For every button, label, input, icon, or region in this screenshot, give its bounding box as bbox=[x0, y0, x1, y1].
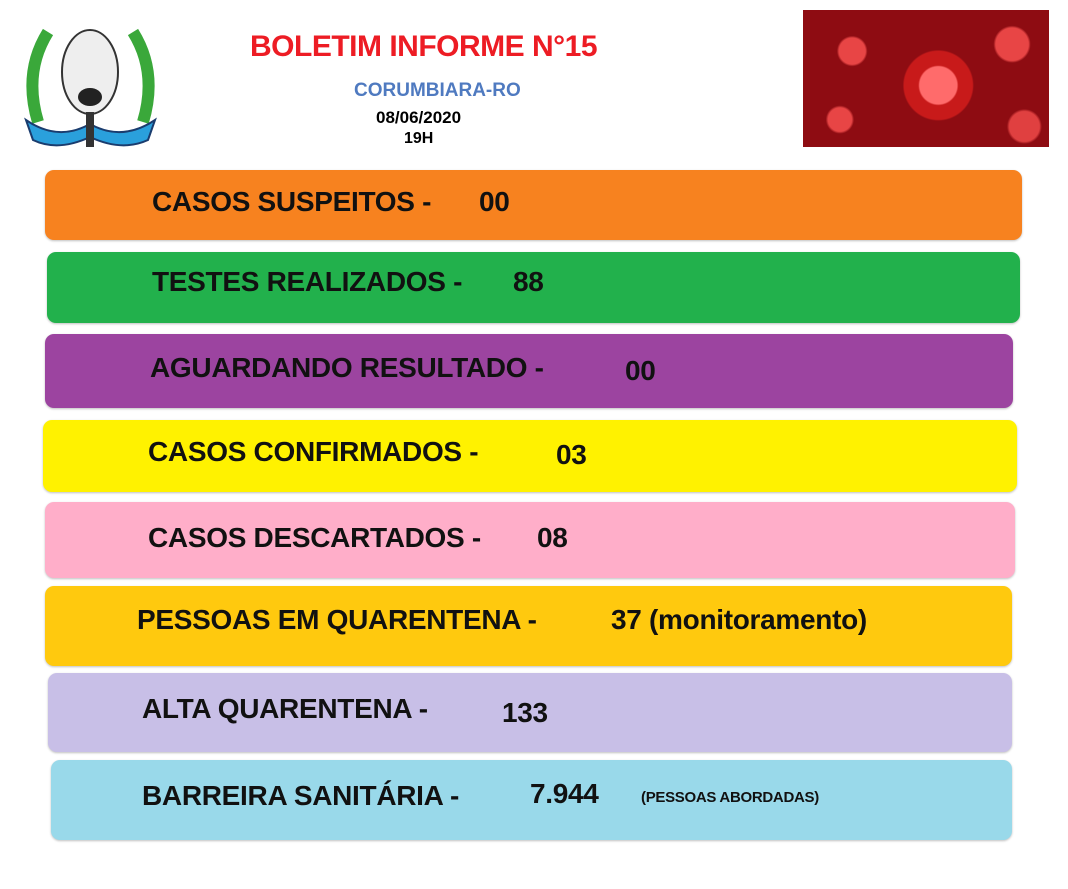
stat-confirmed-cases: CASOS CONFIRMADOS - 03 bbox=[43, 420, 1017, 492]
city-label: CORUMBIARA-RO bbox=[354, 80, 521, 101]
stat-label: ALTA QUARENTENA - bbox=[142, 693, 428, 724]
stat-value: 88 bbox=[513, 266, 544, 297]
stat-sanitary-barrier: BARREIRA SANITÁRIA - 7.944 (PESSOAS ABOR… bbox=[51, 760, 1012, 840]
stat-label: CASOS SUSPEITOS - bbox=[152, 186, 432, 217]
stat-label: TESTES REALIZADOS - bbox=[152, 266, 463, 297]
stat-awaiting-result: AGUARDANDO RESULTADO - 00 bbox=[45, 334, 1013, 408]
bulletin-title: BOLETIM INFORME N°15 bbox=[250, 30, 598, 63]
stat-label: CASOS CONFIRMADOS - bbox=[148, 436, 479, 467]
stat-label: CASOS DESCARTADOS - bbox=[148, 522, 481, 553]
stat-label: PESSOAS EM QUARENTENA - bbox=[137, 604, 537, 635]
stat-tests-performed: TESTES REALIZADOS - 88 bbox=[47, 252, 1020, 323]
stat-people-in-quarantine: PESSOAS EM QUARENTENA - 37 (monitorament… bbox=[45, 586, 1012, 666]
stat-value: 133 bbox=[502, 697, 548, 728]
stat-quarantine-discharge: ALTA QUARENTENA - 133 bbox=[48, 673, 1012, 752]
municipal-coat-of-arms-logo bbox=[24, 28, 157, 147]
stat-label: AGUARDANDO RESULTADO - bbox=[150, 352, 544, 383]
stat-value: 00 bbox=[625, 355, 656, 386]
stat-value: 03 bbox=[556, 439, 587, 470]
stat-value: 08 bbox=[537, 522, 568, 553]
bulletin-hour: 19H bbox=[404, 130, 434, 147]
stat-value: 00 bbox=[479, 186, 510, 217]
stat-discarded-cases: CASOS DESCARTADOS - 08 bbox=[45, 502, 1015, 578]
stat-suspected-cases: CASOS SUSPEITOS - 00 bbox=[45, 170, 1022, 240]
coronavirus-image bbox=[803, 10, 1049, 147]
stat-note: (PESSOAS ABORDADAS) bbox=[641, 789, 819, 806]
stat-label: BARREIRA SANITÁRIA - bbox=[142, 780, 460, 811]
bulletin-date: 08/06/2020 bbox=[376, 108, 462, 127]
stat-value: 7.944 bbox=[530, 778, 599, 809]
stat-value: 37 (monitoramento) bbox=[611, 604, 867, 635]
